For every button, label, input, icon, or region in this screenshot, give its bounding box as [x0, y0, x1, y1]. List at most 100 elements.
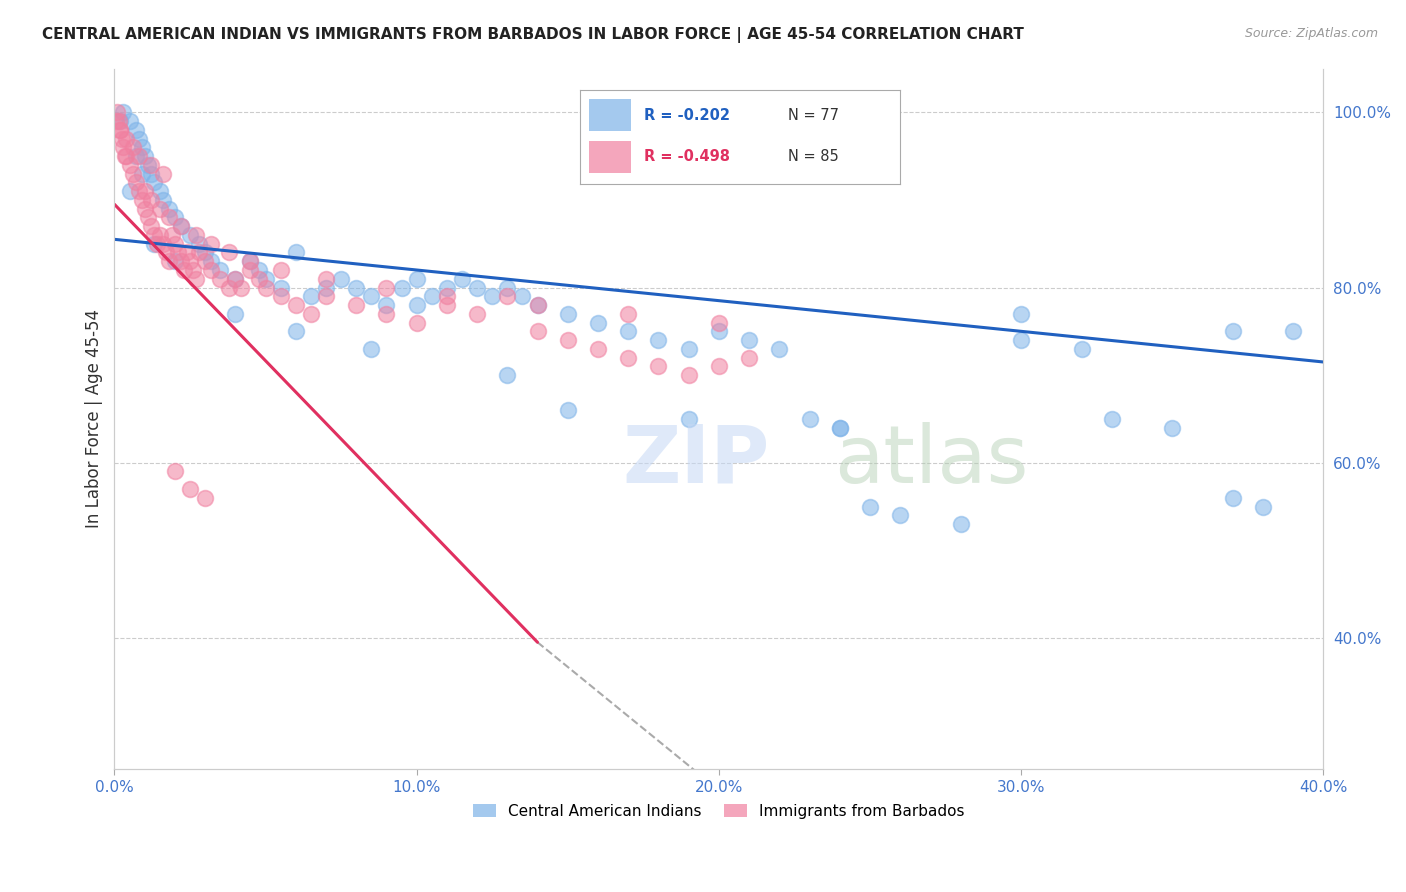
Point	[1282, 324, 1305, 338]
Point	[118, 114, 141, 128]
Point	[139, 167, 162, 181]
Point	[157, 202, 180, 216]
Point	[239, 263, 262, 277]
Point	[136, 158, 159, 172]
Point	[128, 184, 150, 198]
Point	[124, 123, 146, 137]
Point	[678, 412, 700, 426]
Point	[254, 280, 277, 294]
Point	[375, 298, 398, 312]
Point	[678, 342, 700, 356]
Point	[231, 280, 253, 294]
Point	[104, 114, 127, 128]
Point	[707, 316, 730, 330]
Point	[108, 114, 131, 128]
Point	[315, 280, 337, 294]
Point	[586, 342, 609, 356]
Point	[170, 219, 193, 234]
Point	[344, 280, 367, 294]
Point	[112, 140, 135, 154]
Point	[163, 236, 186, 251]
Point	[617, 324, 640, 338]
Point	[284, 298, 307, 312]
Point	[1101, 412, 1123, 426]
Point	[678, 368, 700, 383]
Point	[436, 289, 458, 303]
Point	[889, 508, 911, 523]
Text: CENTRAL AMERICAN INDIAN VS IMMIGRANTS FROM BARBADOS IN LABOR FORCE | AGE 45-54 C: CENTRAL AMERICAN INDIAN VS IMMIGRANTS FR…	[42, 27, 1024, 43]
Point	[1070, 342, 1092, 356]
Point	[617, 307, 640, 321]
Point	[299, 307, 322, 321]
Point	[224, 307, 246, 321]
Point	[111, 131, 134, 145]
Point	[617, 351, 640, 365]
Point	[218, 280, 240, 294]
Point	[270, 263, 292, 277]
Point	[134, 149, 156, 163]
Point	[142, 236, 165, 251]
Point	[152, 167, 174, 181]
Point	[391, 280, 413, 294]
Point	[1161, 420, 1184, 434]
Point	[647, 333, 669, 347]
Point	[1222, 324, 1244, 338]
Point	[152, 236, 174, 251]
Point	[465, 307, 488, 321]
Text: atlas: atlas	[834, 422, 1028, 500]
Point	[136, 211, 159, 225]
Point	[124, 175, 146, 189]
Point	[405, 272, 427, 286]
Point	[496, 368, 519, 383]
Point	[163, 465, 186, 479]
Point	[526, 324, 548, 338]
Point	[647, 359, 669, 374]
Point	[115, 131, 138, 145]
Point	[859, 500, 882, 514]
Point	[1251, 500, 1274, 514]
Point	[157, 211, 180, 225]
Point	[526, 298, 548, 312]
Point	[420, 289, 443, 303]
Legend: Central American Indians, Immigrants from Barbados: Central American Indians, Immigrants fro…	[467, 797, 972, 825]
Text: ZIP: ZIP	[621, 422, 769, 500]
Point	[1222, 491, 1244, 505]
Point	[270, 280, 292, 294]
Point	[157, 254, 180, 268]
Point	[344, 298, 367, 312]
Point	[239, 254, 262, 268]
Point	[131, 193, 153, 207]
Point	[194, 491, 217, 505]
Point	[375, 280, 398, 294]
Point	[405, 316, 427, 330]
Point	[738, 333, 761, 347]
Point	[526, 298, 548, 312]
Point	[949, 516, 972, 531]
Point	[184, 227, 207, 242]
Point	[142, 175, 165, 189]
Point	[194, 254, 217, 268]
Point	[188, 245, 211, 260]
Point	[512, 289, 534, 303]
Point	[128, 149, 150, 163]
Point	[330, 272, 353, 286]
Point	[160, 227, 183, 242]
Point	[163, 211, 186, 225]
Point	[405, 298, 427, 312]
Point	[360, 289, 382, 303]
Point	[239, 254, 262, 268]
Point	[179, 254, 201, 268]
Point	[131, 140, 153, 154]
Point	[107, 105, 129, 120]
Point	[481, 289, 503, 303]
Point	[828, 420, 851, 434]
Point	[1010, 307, 1032, 321]
Point	[557, 333, 579, 347]
Point	[149, 202, 172, 216]
Point	[436, 298, 458, 312]
Point	[112, 105, 135, 120]
Point	[121, 140, 143, 154]
Point	[224, 272, 246, 286]
Point	[134, 184, 156, 198]
Point	[176, 245, 198, 260]
